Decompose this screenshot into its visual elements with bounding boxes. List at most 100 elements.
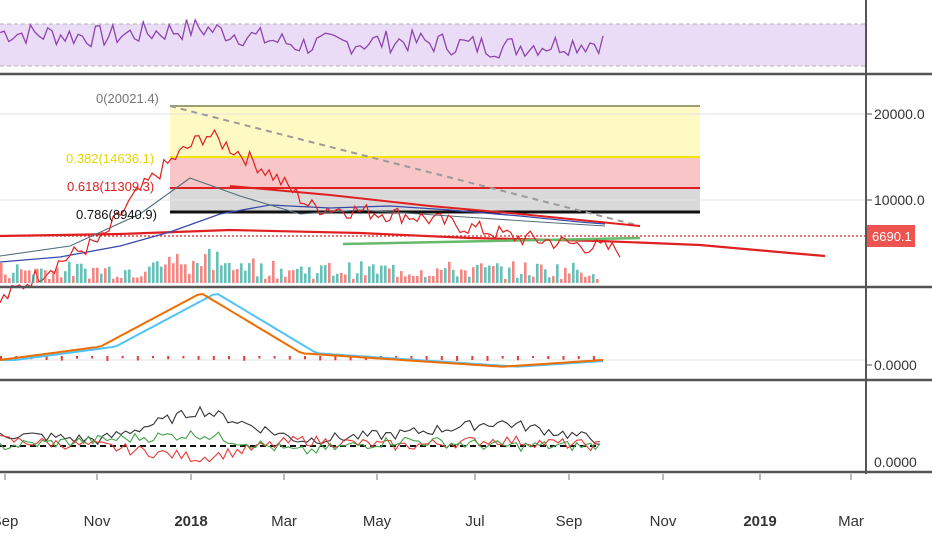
volume-bar (496, 263, 499, 283)
volume-bar (440, 269, 443, 283)
volume-bar (176, 253, 179, 283)
volume-bar (268, 275, 271, 283)
volume-bar (296, 268, 299, 283)
x-label-2018: 2018 (174, 513, 207, 530)
macd-hist-bar (562, 356, 565, 360)
volume-bar (68, 261, 71, 283)
macd-hist-bar (288, 356, 291, 360)
volume-bar (596, 278, 599, 283)
volume-bar (76, 263, 79, 283)
volume-bar (184, 264, 187, 283)
volume-bar (480, 263, 483, 283)
price-scale[interactable]: 20000.0 10000.0 6690.1 0.0000 0.0000 (865, 0, 925, 474)
volume-bar (536, 263, 539, 283)
volume-bar (88, 278, 91, 283)
time-tick-sep-2018: Sep (556, 474, 582, 530)
volume-bar (444, 268, 447, 283)
volume-bar (188, 273, 191, 283)
volume-bar (128, 269, 131, 283)
volume-bar (280, 268, 283, 283)
macd-hist-bar (91, 356, 94, 359)
price-tag-box (867, 225, 915, 247)
volume-bar (380, 265, 383, 283)
volume-bar (16, 264, 19, 283)
volume-bar (404, 276, 407, 283)
macd-hist-bar (0, 356, 2, 361)
time-tick-mar-2019: Mar (838, 474, 864, 530)
x-label-sep-2017: Sep (0, 513, 18, 530)
volume-bar (84, 268, 87, 283)
red-trend-line-b (229, 185, 641, 227)
volume-bar (416, 275, 419, 283)
volume-bar (304, 273, 307, 283)
volume-bar (148, 266, 151, 283)
volume-bar (152, 262, 155, 283)
fib-label-0618: 0.618(11309.3) (67, 179, 154, 194)
macd-hist-bar (243, 356, 246, 361)
volume-bar (476, 264, 479, 283)
macd-hist-bar (45, 356, 48, 360)
volume-bar (12, 272, 15, 283)
volume-bar (516, 277, 519, 283)
macd-signal-line (0, 292, 604, 368)
macd-hist-bar (425, 356, 428, 361)
macd-line (0, 292, 604, 368)
red-trend-line-a (0, 228, 826, 258)
volume-bar (168, 256, 171, 283)
volume-bar (204, 254, 207, 283)
volume-bar (364, 275, 367, 283)
x-label-nov-2017: Nov (84, 513, 111, 530)
volume-bar (232, 270, 235, 283)
volume-bar (292, 270, 295, 283)
fib-label-0382: 0.382(14636.1) (66, 151, 154, 166)
rsi-band (0, 24, 866, 66)
volume-bar (528, 275, 531, 283)
volume-bar (48, 278, 51, 283)
volume-bar (588, 275, 591, 283)
volume-bar (64, 271, 67, 283)
macd-hist-bar (273, 356, 276, 359)
volume-bar (200, 266, 203, 283)
stoch-line-c (0, 429, 601, 455)
volume-bar (284, 276, 287, 283)
macd-hist-bar (319, 356, 322, 361)
volume-bar (224, 263, 227, 283)
volume-bar (456, 276, 459, 283)
time-tick-may-2018: May (363, 474, 392, 530)
volume-bar (196, 262, 199, 283)
volume-bar (44, 270, 47, 283)
volume-bar (252, 258, 255, 283)
volume-bar (576, 269, 579, 283)
time-axis[interactable]: Sep Nov 2018 Mar May Jul Sep Nov 2019 Ma… (0, 474, 864, 530)
macd-hist-bar (212, 356, 215, 360)
volume-bar (156, 261, 159, 283)
macd-hist-bar (456, 356, 459, 361)
stoch-line-a (0, 405, 601, 446)
volume-bar (104, 268, 107, 283)
ma-line-1 (0, 204, 606, 263)
volume-bar (532, 276, 535, 283)
volume-bar (484, 267, 487, 283)
volume-bar (524, 262, 527, 283)
macd-hist-bar (516, 356, 519, 361)
volume-bar (400, 271, 403, 283)
volume-bar (264, 278, 267, 283)
volume-bar (356, 273, 359, 283)
volume-bar (396, 276, 399, 283)
macd-hist-bar (152, 356, 154, 359)
volume-bar (248, 263, 251, 283)
volume-bar (28, 270, 31, 283)
volume-bar (392, 264, 395, 283)
volume-bar (584, 276, 587, 283)
volume-bar (468, 276, 471, 283)
volume-bar (452, 269, 455, 283)
volume-bar (560, 278, 563, 283)
volume-bar (160, 266, 163, 283)
volume-bar (192, 260, 195, 283)
volume-bar (472, 267, 475, 283)
macd-hist-bar (228, 356, 230, 360)
volume-bar (328, 262, 331, 283)
macd-hist-bar (76, 356, 78, 359)
volume-bar (544, 269, 547, 283)
macd-hist-bar (349, 356, 352, 361)
